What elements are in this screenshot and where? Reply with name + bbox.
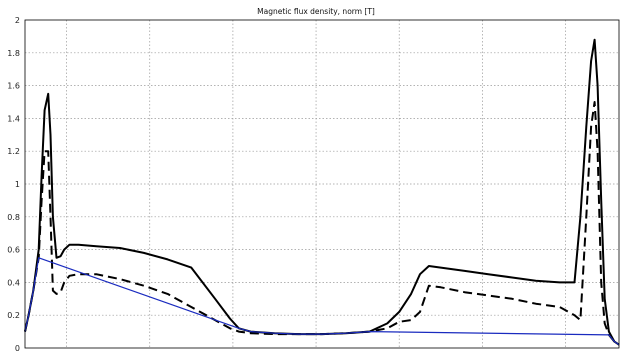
series-group xyxy=(24,38,620,346)
y-tick-label: 0.2 xyxy=(7,311,20,320)
y-axis-ticks: 0 0.2 0.4 0.6 0.8 1 1.2 1.4 1.6 1.8 2 xyxy=(7,16,20,351)
y-tick-label: 0.4 xyxy=(7,278,20,287)
series-blue-line xyxy=(24,257,620,346)
y-tick-label: 0.8 xyxy=(7,213,20,222)
y-tick-label: 1.4 xyxy=(7,114,20,123)
y-tick-label: 1 xyxy=(15,180,20,189)
grid xyxy=(25,20,619,348)
y-tick-label: 0.6 xyxy=(7,246,20,255)
chart-title: Magnetic flux density, norm [T] xyxy=(257,7,375,16)
y-tick-label: 0 xyxy=(15,344,20,351)
series-dashed-line xyxy=(24,101,620,346)
y-tick-label: 1.8 xyxy=(7,49,20,58)
plot-frame xyxy=(24,19,620,349)
y-tick-label: 1.2 xyxy=(7,147,20,156)
y-tick-label: 1.6 xyxy=(7,82,20,91)
y-tick-label: 2 xyxy=(15,16,20,25)
